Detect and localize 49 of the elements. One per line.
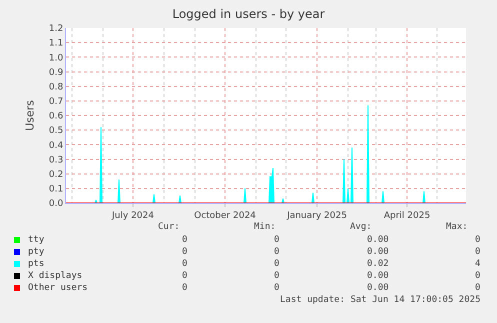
y-tick-label: 1.1 xyxy=(48,38,64,49)
text: Avg: xyxy=(350,222,372,232)
chart-title: Logged in users - by year xyxy=(172,7,325,22)
legend-label: pty xyxy=(28,247,45,257)
y-tick-label: 0.5 xyxy=(48,126,64,136)
text: 0 xyxy=(274,259,280,269)
text: Max: xyxy=(446,222,468,232)
y-tick-label: 1.0 xyxy=(48,53,64,64)
y-tick-label: 0.0 xyxy=(48,199,64,210)
y-tick-label: 0.7 xyxy=(48,97,64,108)
text: Min: xyxy=(254,222,276,232)
text: Cur: xyxy=(158,222,180,232)
y-tick-label: 0.3 xyxy=(48,155,64,166)
y-tick-label: 0.4 xyxy=(48,140,64,151)
text: 4 xyxy=(475,259,480,269)
text: 0 xyxy=(182,247,188,257)
x-tick-label: October 2024 xyxy=(194,210,256,221)
text: 0 xyxy=(182,235,188,245)
x-tick-label: January 2025 xyxy=(286,210,347,221)
legend-label: pts xyxy=(28,259,44,269)
text: 0 xyxy=(182,271,188,281)
text: 0 xyxy=(475,235,480,245)
y-tick-label: 1.2 xyxy=(48,24,64,34)
y-tick-label: 0.6 xyxy=(48,112,64,122)
y-tick-label: 0.1 xyxy=(48,184,64,195)
x-tick-label: April 2025 xyxy=(384,210,430,221)
text: 0.00 xyxy=(367,235,389,245)
text: 0 xyxy=(475,283,480,293)
text: 0.00 xyxy=(367,271,389,281)
x-tick-label: July 2024 xyxy=(111,210,154,221)
text: 0 xyxy=(274,247,280,257)
text: 0.02 xyxy=(367,259,389,269)
legend-label: Other users xyxy=(28,283,88,293)
y-tick-label: 0.8 xyxy=(48,82,64,92)
legend-label: tty xyxy=(28,235,45,245)
text: 0 xyxy=(182,283,188,293)
y-tick-label: 0.2 xyxy=(48,170,64,180)
text: 0 xyxy=(274,271,280,281)
text: 0 xyxy=(274,283,280,293)
text: 0 xyxy=(274,235,280,245)
text: Last update: Sat Jun 14 17:00:05 2025 xyxy=(280,295,480,305)
y-tick-label: 0.9 xyxy=(48,68,64,78)
text: 0.00 xyxy=(367,283,389,293)
text: 0 xyxy=(475,271,480,281)
legend-label: X displays xyxy=(28,271,82,281)
text: 0 xyxy=(182,259,188,269)
text: 0 xyxy=(475,247,480,257)
text: 0.00 xyxy=(367,247,389,257)
y-axis-title: Users xyxy=(24,100,37,131)
